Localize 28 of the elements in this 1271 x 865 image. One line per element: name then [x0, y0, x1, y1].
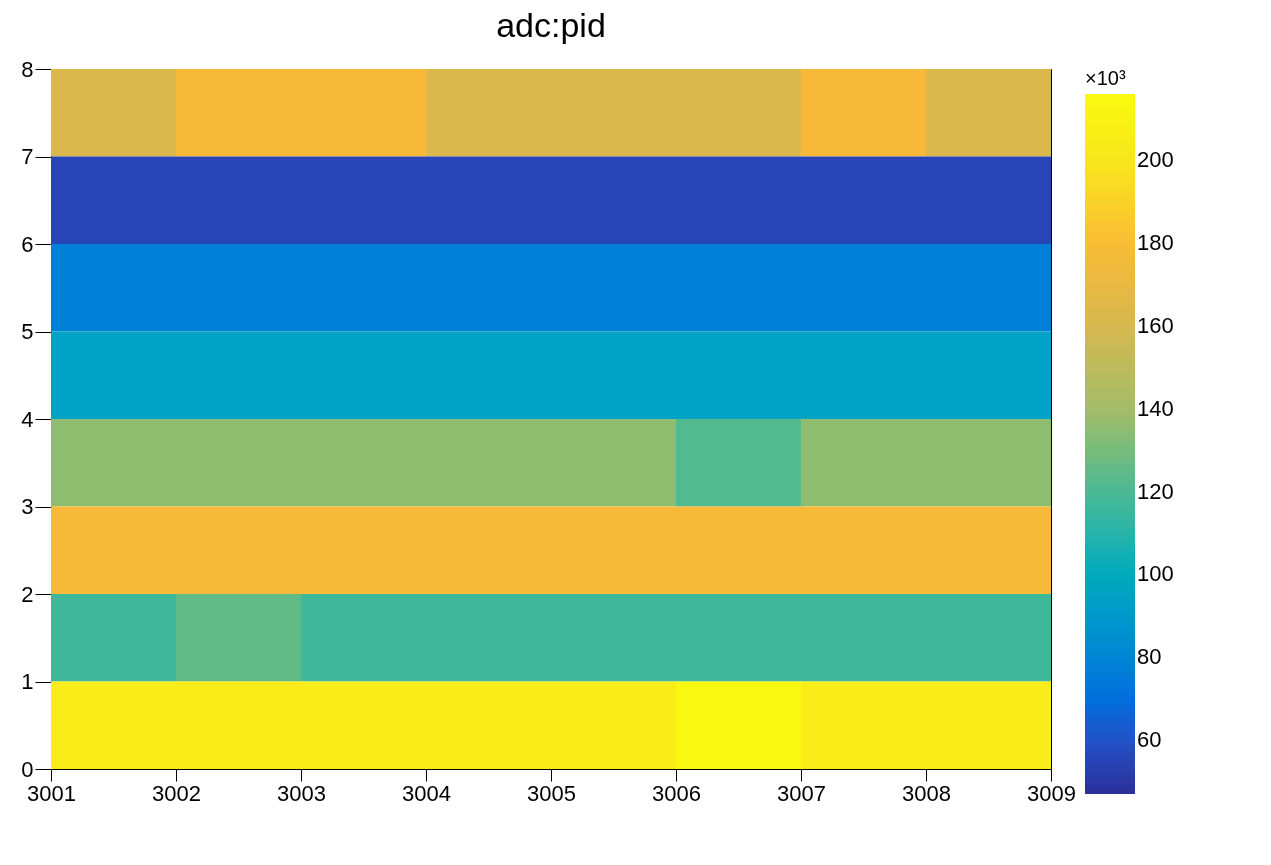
color-bar-label: 200: [1137, 147, 1174, 173]
y-tick-label: 6: [21, 231, 34, 257]
x-tick-label: 3004: [402, 780, 451, 806]
x-tick-label: 3006: [652, 780, 701, 806]
color-bar-label: 80: [1137, 644, 1162, 670]
color-bar-title: ×10³: [1085, 67, 1126, 89]
color-bar-label: 100: [1137, 561, 1174, 587]
color-bar-label: 120: [1137, 478, 1174, 504]
y-tick-label: 4: [21, 406, 34, 432]
x-tick-label: 3005: [527, 780, 576, 806]
y-tick-label: 2: [21, 581, 34, 607]
x-tick-label: 3001: [27, 780, 76, 806]
x-tick-label: 3003: [277, 780, 326, 806]
color-bar-label: 160: [1137, 312, 1174, 338]
x-tick-label: 3008: [902, 780, 951, 806]
y-tick-label: 1: [21, 669, 34, 694]
color-bar-label: 60: [1137, 727, 1162, 753]
y-tick-label: 7: [21, 144, 34, 169]
chart-title: adc:pid: [496, 6, 606, 44]
x-tick-label: 3002: [152, 780, 201, 806]
y-tick-label: 3: [21, 494, 34, 519]
color-bar-label: 140: [1137, 395, 1174, 421]
y-tick-label: 0: [21, 756, 34, 782]
y-tick-label: 5: [21, 319, 34, 344]
y-tick-label: 8: [21, 56, 34, 82]
x-tick-label: 3009: [1027, 780, 1076, 806]
color-bar-label: 180: [1137, 230, 1174, 256]
x-tick-label: 3007: [777, 780, 826, 806]
